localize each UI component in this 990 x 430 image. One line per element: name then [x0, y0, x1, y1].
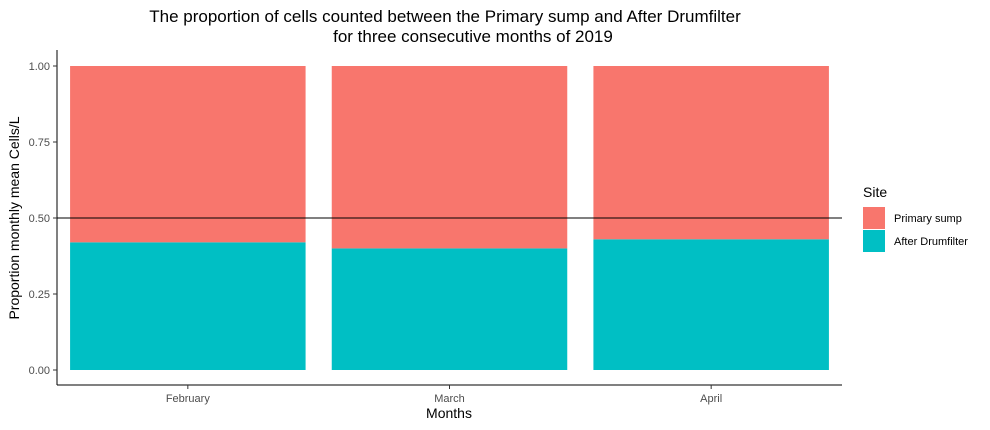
y-ticks-group: 0.00 0.25 0.50 0.75 1.00 [29, 61, 57, 377]
chart-title-line2: for three consecutive months of 2019 [333, 27, 613, 46]
y-tick-label: 1.00 [29, 61, 50, 73]
bar-primary-sump-march [331, 66, 568, 249]
bars-group [70, 66, 829, 370]
y-tick-label: 0.50 [29, 213, 50, 225]
bar-primary-sump-february [70, 66, 306, 243]
legend-swatch-primary-sump [863, 207, 885, 229]
legend-label-after-drumfilter: After Drumfilter [894, 236, 968, 248]
legend: Site Primary sump After Drumfilter [863, 184, 968, 252]
chart-title-line1: The proportion of cells counted between … [149, 7, 741, 26]
y-tick-label: 0.75 [29, 137, 50, 149]
bar-after-drumfilter-march [331, 248, 568, 370]
bar-primary-sump-april [593, 66, 829, 240]
bar-after-drumfilter-february [70, 242, 306, 370]
legend-label-primary-sump: Primary sump [894, 213, 962, 225]
x-tick-label: March [434, 393, 465, 405]
legend-swatch-after-drumfilter [863, 230, 885, 252]
x-tick-label: February [166, 393, 211, 405]
y-tick-label: 0.00 [29, 365, 50, 377]
y-tick-label: 0.25 [29, 289, 50, 301]
y-axis-title: Proportion monthly mean Cells/L [6, 116, 22, 319]
x-axis-title: Months [426, 405, 472, 421]
legend-title: Site [863, 184, 887, 200]
bar-after-drumfilter-april [593, 239, 829, 370]
x-ticks-group: February March April [166, 385, 722, 405]
x-tick-label: April [700, 393, 722, 405]
